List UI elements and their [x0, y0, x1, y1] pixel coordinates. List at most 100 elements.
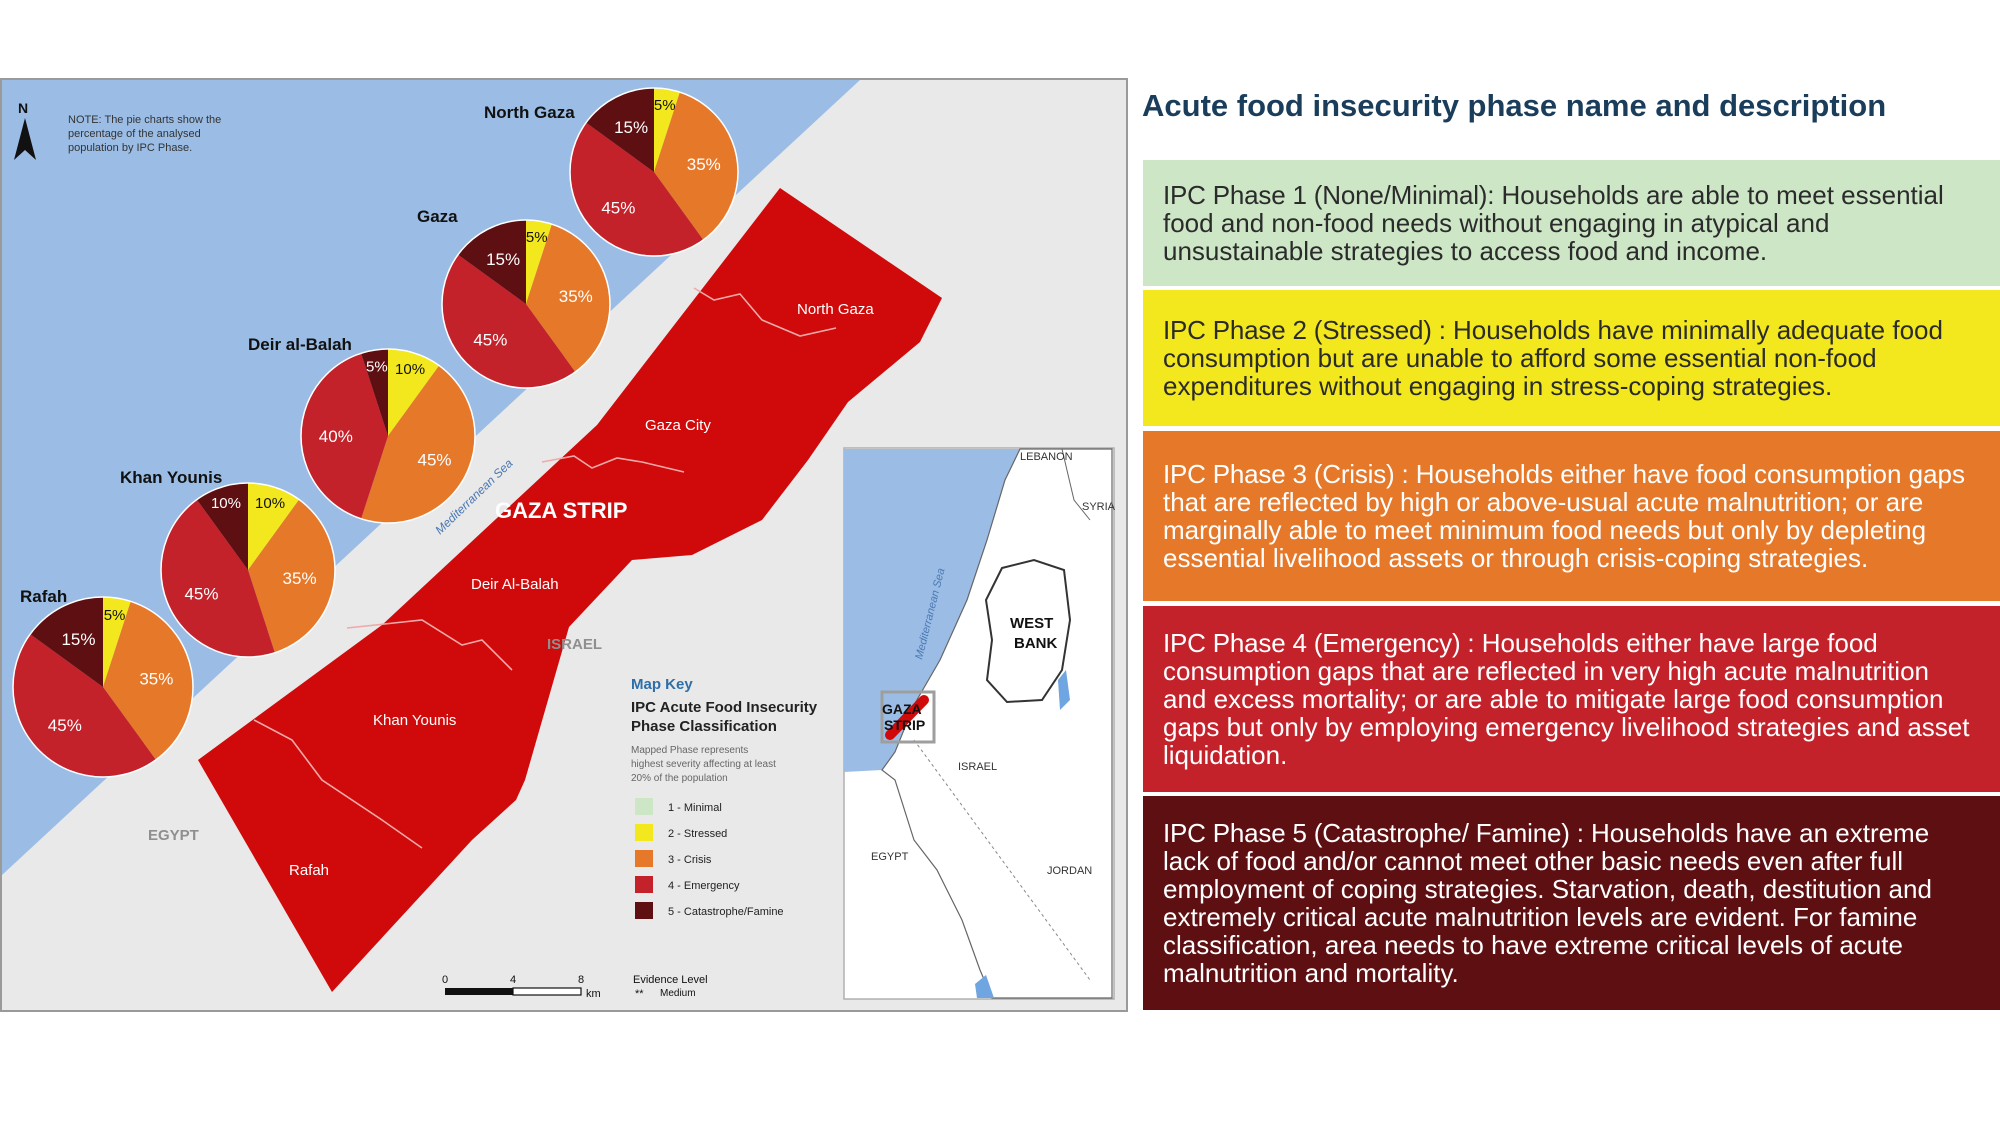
- map-key: Map Key IPC Acute Food Insecurity Phase …: [631, 676, 818, 919]
- pie-slice-phase-4: [12, 634, 156, 778]
- pie-slice-phase-2: [103, 597, 131, 687]
- pie-data-label: 45%: [184, 585, 218, 604]
- pie-slice-phase-5: [361, 349, 388, 436]
- pie-data-label: 35%: [283, 569, 317, 588]
- phase-3-label: IPC Phase 3 (Crisis) :: [1163, 459, 1409, 489]
- key-swatch-5: [635, 902, 653, 919]
- pie-slice-phase-5: [586, 88, 654, 172]
- pie-gaza: 5% 35% 45% 15% Gaza: [417, 207, 611, 389]
- phase-4-text: Households either have large food consum…: [1163, 628, 1970, 770]
- pie-data-label: 35%: [687, 155, 721, 174]
- pie-slice-phase-5: [458, 220, 526, 304]
- svg-text:NOTE: The pie charts show the: NOTE: The pie charts show the: [68, 114, 221, 126]
- pie-title: North Gaza: [484, 103, 575, 122]
- key-label-1: 1 - Minimal: [668, 802, 722, 814]
- key-label-3: 3 - Crisis: [668, 854, 712, 866]
- pie-data-label: 5%: [526, 229, 548, 246]
- region-label-khan-younis: Khan Younis: [373, 712, 456, 729]
- map-key-title: Map Key: [631, 676, 693, 693]
- phase-5-label: IPC Phase 5 (Catastrophe/ Famine) :: [1163, 818, 1584, 848]
- region-label-gaza-city: Gaza City: [645, 417, 711, 434]
- map-key-note-2: highest severity affecting at least: [631, 759, 776, 770]
- egypt-label: EGYPT: [148, 827, 199, 844]
- phase-5-description: IPC Phase 5 (Catastrophe/ Famine) : Hous…: [1143, 796, 2000, 1010]
- pie-data-label: 45%: [473, 331, 507, 350]
- svg-text:BANK: BANK: [1014, 635, 1057, 652]
- phase-1-description: IPC Phase 1 (None/Minimal): Households a…: [1143, 160, 2000, 286]
- pie-data-label: 35%: [559, 287, 593, 306]
- svg-text:N: N: [18, 100, 28, 116]
- svg-text:4: 4: [510, 974, 516, 986]
- svg-text:STRIP: STRIP: [884, 717, 925, 733]
- region-label-rafah: Rafah: [289, 862, 329, 879]
- svg-text:SYRIA: SYRIA: [1082, 501, 1116, 513]
- pie-data-label: 15%: [614, 118, 648, 137]
- pie-slice-phase-2: [248, 483, 300, 570]
- phase-2-description: IPC Phase 2 (Stressed) : Households have…: [1143, 290, 2000, 426]
- district-boundaries: [253, 287, 837, 849]
- pie-data-label: 10%: [395, 361, 425, 378]
- pie-data-label: 10%: [255, 495, 285, 512]
- gaza-strip-area: [198, 188, 942, 992]
- svg-text:km: km: [586, 988, 601, 1000]
- region-label-north-gaza: North Gaza: [797, 301, 874, 318]
- svg-text:Medium: Medium: [660, 988, 696, 999]
- svg-text:percentage of the analysed: percentage of the analysed: [68, 128, 201, 140]
- svg-text:0: 0: [442, 974, 448, 986]
- map-key-subtitle-2: Phase Classification: [631, 718, 777, 735]
- svg-text:Evidence Level: Evidence Level: [633, 974, 708, 986]
- pie-data-label: 45%: [48, 716, 82, 735]
- north-arrow-icon: N: [14, 100, 36, 160]
- pie-slice-phase-4: [442, 254, 576, 389]
- pie-slice-phase-3: [361, 365, 476, 524]
- svg-text:GAZA: GAZA: [882, 701, 922, 717]
- phase-2-text: Households have minimally adequate food …: [1163, 315, 1943, 401]
- pie-slice-phase-2: [654, 88, 680, 172]
- phase-4-label: IPC Phase 4 (Emergency) :: [1163, 628, 1475, 658]
- pie-north-gaza: 5% 35% 45% 15% North Gaza: [484, 87, 739, 257]
- phase-3-text: Households either have food consumption …: [1163, 459, 1966, 573]
- map-key-note-1: Mapped Phase represents: [631, 745, 748, 756]
- pie-title: Deir al-Balah: [248, 335, 352, 354]
- pie-slice-phase-2: [388, 349, 440, 436]
- pie-data-label: 5%: [366, 359, 388, 376]
- svg-text:8: 8: [578, 974, 584, 986]
- pie-slice-phase-3: [103, 601, 193, 760]
- inset-map: LEBANON SYRIA WEST BANK GAZA STRIP ISRAE…: [843, 447, 1116, 1000]
- svg-text:ISRAEL: ISRAEL: [958, 761, 997, 773]
- pie-title: Rafah: [20, 587, 67, 606]
- pie-title: Gaza: [417, 207, 458, 226]
- key-swatch-2: [635, 824, 653, 841]
- pie-slice-phase-3: [248, 499, 336, 653]
- key-swatch-1: [635, 798, 653, 815]
- key-label-5: 5 - Catastrophe/Famine: [668, 906, 784, 918]
- pie-slice-phase-4: [300, 353, 388, 519]
- pie-data-label: 45%: [601, 199, 635, 218]
- pie-data-label: 5%: [104, 607, 126, 624]
- pie-slice-phase-3: [526, 224, 610, 372]
- pie-slice-phase-5: [30, 597, 104, 687]
- pie-rafah: 5% 35% 45% 15% Rafah: [12, 587, 194, 778]
- svg-text:LEBANON: LEBANON: [1020, 451, 1073, 463]
- phase-5-text: Households have an extreme lack of food …: [1163, 818, 1932, 988]
- phase-3-description: IPC Phase 3 (Crisis) : Households either…: [1143, 431, 2000, 601]
- pie-slice-phase-5: [196, 483, 248, 570]
- phase-1-text: Households are able to meet essential fo…: [1163, 180, 1944, 266]
- key-swatch-4: [635, 876, 653, 893]
- svg-text:EGYPT: EGYPT: [871, 851, 909, 863]
- ipc-map: ISRAEL EGYPT Mediterranean Sea GAZA STRI…: [0, 78, 1128, 1012]
- svg-text:JORDAN: JORDAN: [1047, 865, 1092, 877]
- pie-slice-phase-3: [654, 92, 739, 240]
- description-title: Acute food insecurity phase name and des…: [1142, 88, 1887, 123]
- pie-slice-phase-4: [570, 122, 704, 256]
- pie-data-label: 35%: [139, 670, 173, 689]
- pie-deir-al-balah: 10% 45% 40% 5% Deir al-Balah: [248, 335, 476, 524]
- pie-title: Khan Younis: [120, 468, 222, 487]
- region-label-deir-al-balah: Deir Al-Balah: [471, 576, 559, 593]
- pie-data-label: 10%: [211, 495, 241, 512]
- strip-label: GAZA STRIP: [495, 498, 627, 523]
- key-label-4: 4 - Emergency: [668, 880, 740, 892]
- map-key-subtitle-1: IPC Acute Food Insecurity: [631, 699, 818, 716]
- key-label-2: 2 - Stressed: [668, 828, 727, 840]
- scale-bar: 0 4 8 km: [442, 974, 601, 1000]
